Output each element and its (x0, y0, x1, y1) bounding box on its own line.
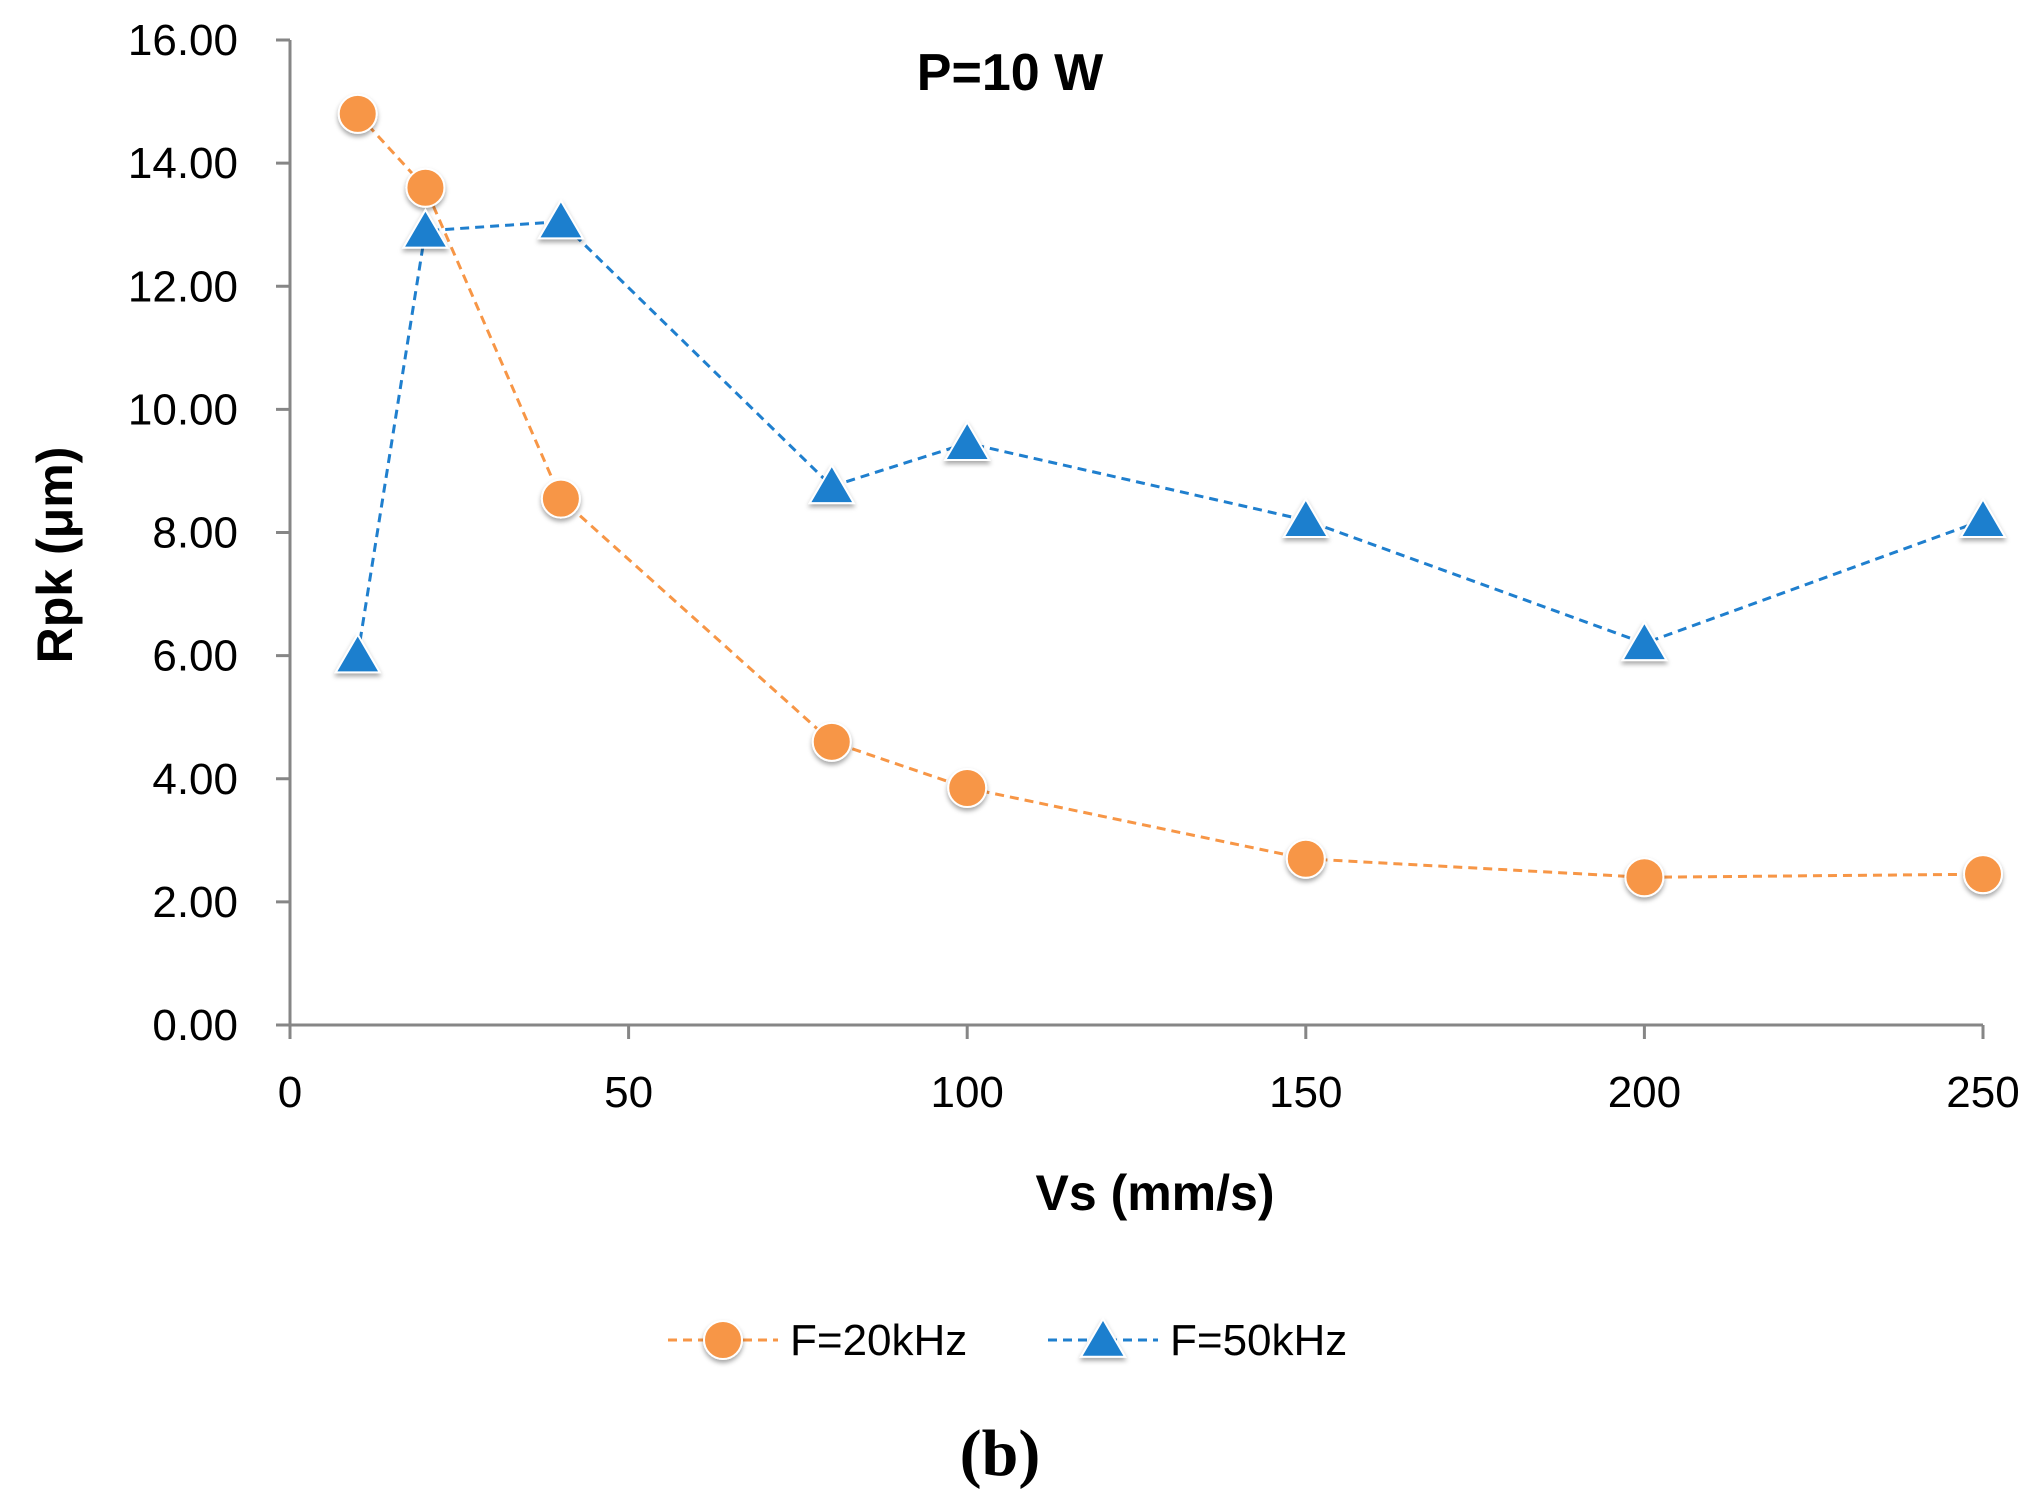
y-tick-label: 2.00 (152, 878, 238, 927)
data-point (1620, 620, 1669, 662)
legend-label: F=20kHz (790, 1316, 967, 1365)
data-point (333, 632, 382, 674)
legend-label: F=50kHz (1170, 1316, 1347, 1365)
x-axis-title: Vs (mm/s) (1036, 1165, 1275, 1221)
x-tick-label: 100 (930, 1068, 1003, 1117)
y-tick-label: 4.00 (152, 755, 238, 804)
x-tick-label: 200 (1608, 1068, 1681, 1117)
y-tick-label: 0.00 (152, 1001, 238, 1050)
y-tick-label: 16.00 (128, 16, 238, 65)
y-tick-label: 8.00 (152, 509, 238, 558)
data-point (537, 198, 585, 240)
x-tick-label: 250 (1946, 1068, 2019, 1117)
y-axis-title: Rpk (μm) (27, 447, 83, 664)
data-point (811, 721, 852, 762)
y-tick-label: 10.00 (128, 385, 238, 434)
axes: 0.00 2.00 4.00 6.00 8.00 10.00 12.00 14.00 16.00… (128, 16, 2020, 1117)
data-point (405, 167, 446, 208)
data-point (401, 207, 450, 249)
data-point (1624, 857, 1665, 898)
data-point (1963, 854, 2003, 895)
legend-item: F=50kHz (1048, 1316, 1347, 1365)
data-point (1282, 497, 1330, 538)
data-point (807, 463, 856, 505)
series-layer (333, 93, 2007, 898)
data-point (337, 93, 378, 134)
legend-item: F=20kHz (668, 1316, 967, 1365)
x-tick-label: 150 (1269, 1068, 1342, 1117)
series-F=20kHz (337, 93, 2003, 898)
figure-caption: (b) (960, 1417, 1041, 1490)
y-tick-label: 6.00 (152, 632, 238, 681)
data-point (1959, 497, 2007, 538)
data-point (1285, 838, 1326, 879)
data-point (540, 478, 581, 519)
data-point (947, 767, 988, 808)
series-line (356, 112, 1984, 879)
legend-marker (703, 1320, 743, 1360)
x-tick-label: 0 (278, 1068, 302, 1117)
x-tick-label: 50 (604, 1068, 653, 1117)
chart-title: P=10 W (917, 44, 1104, 102)
series-line (356, 220, 1984, 656)
legend-marker (1079, 1317, 1127, 1358)
y-tick-label: 14.00 (128, 139, 238, 188)
data-point (943, 420, 991, 462)
series-F=50kHz (333, 198, 2007, 674)
legend: F=20kHz F=50kHz (668, 1316, 1347, 1365)
y-tick-label: 12.00 (128, 262, 238, 311)
